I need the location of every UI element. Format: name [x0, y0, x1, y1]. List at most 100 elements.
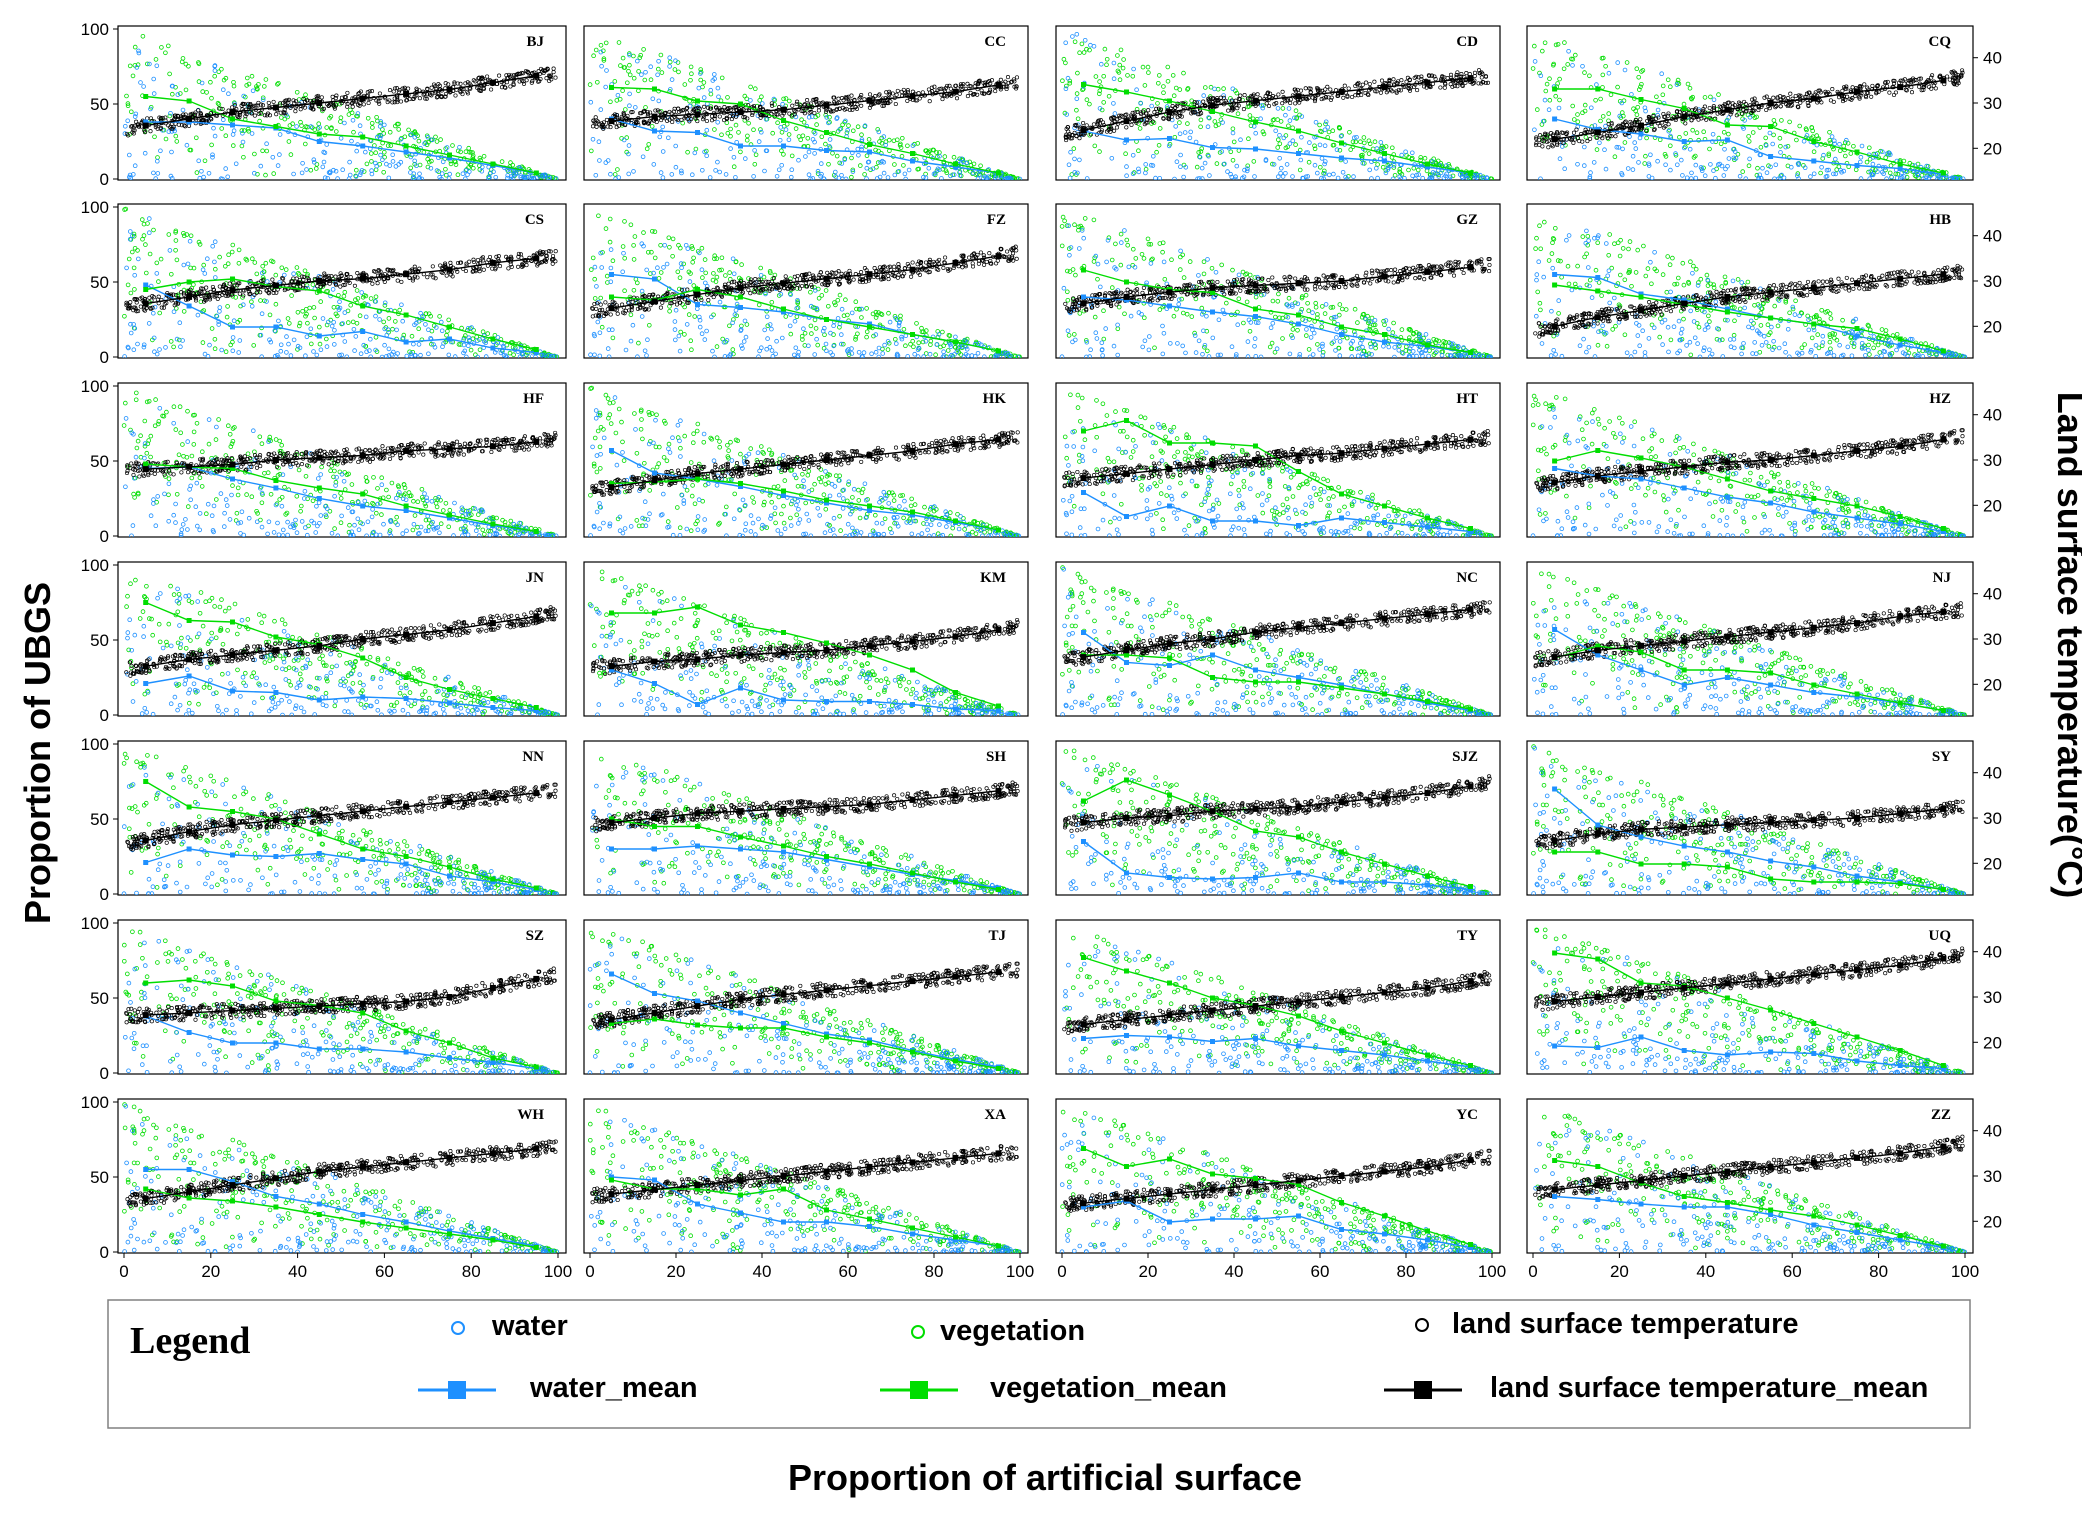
vegetation-point [1777, 135, 1783, 141]
vegetation-point [400, 335, 406, 341]
water-point [359, 168, 365, 173]
vegetation-point [1755, 165, 1760, 171]
lst-point [953, 83, 958, 88]
lst-point [929, 85, 934, 90]
water-point [1615, 60, 1620, 65]
vegetation-point [1555, 81, 1560, 86]
vegetation-point [463, 149, 469, 155]
water-point [812, 151, 817, 156]
lst-point [281, 100, 286, 105]
water-point [155, 158, 160, 164]
water-point [465, 343, 471, 349]
vegetation-point [1260, 129, 1266, 135]
lst-point [1356, 80, 1361, 85]
lst-point [192, 112, 197, 118]
vegetation-point [1322, 168, 1327, 174]
water-point [352, 348, 357, 353]
lst-point [1477, 70, 1483, 75]
vegetation-point [1276, 137, 1281, 143]
water-point [1317, 142, 1323, 148]
lst-point [1223, 98, 1228, 103]
lst-point [1891, 81, 1897, 86]
lst-point [366, 100, 371, 106]
water-point [1742, 118, 1747, 123]
y-tick-label: 0 [100, 170, 109, 189]
vegetation-point [156, 279, 161, 284]
water-point [826, 120, 831, 126]
water-point [1636, 160, 1641, 165]
lst-point [1280, 101, 1285, 106]
lst-point [1780, 95, 1785, 101]
water-point [1335, 175, 1341, 180]
vegetation-point [793, 126, 799, 131]
vegetation-point [209, 326, 215, 331]
water-point [1292, 115, 1297, 121]
lst-point [1831, 99, 1836, 104]
vegetation-point [261, 84, 267, 89]
lst-point [406, 86, 411, 91]
vegetation-point [1203, 85, 1208, 90]
vegetation-point [1446, 162, 1451, 167]
lst-point [1237, 97, 1242, 102]
lst-point [1480, 71, 1485, 76]
water-point [1252, 174, 1257, 179]
water-point [1557, 156, 1563, 162]
water-point [696, 85, 702, 91]
water-point [141, 84, 146, 89]
lst-point [183, 112, 188, 117]
vegetation-point [1826, 151, 1832, 157]
lst-point [1764, 107, 1769, 113]
lst-mean-point [909, 93, 916, 100]
water-mean-point [781, 143, 786, 149]
lst-point [398, 99, 404, 104]
water-point [819, 171, 824, 177]
lst-point [1785, 103, 1790, 109]
water-point [1716, 162, 1721, 167]
vegetation-point [748, 84, 753, 90]
water-mean-point [1382, 158, 1387, 164]
vegetation-point [1718, 141, 1724, 147]
lst-point [345, 104, 350, 109]
vegetation-point [1097, 88, 1103, 94]
lst-point [1158, 107, 1164, 112]
water-point [1629, 92, 1634, 97]
lst-point [1249, 95, 1255, 100]
water-point [1143, 170, 1148, 176]
lst-point [1951, 75, 1956, 80]
vegetation-point [1660, 83, 1666, 89]
vegetation-point [1803, 126, 1809, 131]
vegetation-point [429, 341, 434, 347]
vegetation-point [1385, 162, 1391, 168]
vegetation-point [598, 42, 604, 48]
lst-point [404, 98, 409, 103]
water-point [148, 106, 153, 112]
vegetation-point [1092, 143, 1098, 149]
vegetation-point [1634, 66, 1640, 71]
vegetation-point [230, 242, 236, 248]
vegetation-mean [1552, 86, 1946, 176]
lst-point [780, 113, 785, 118]
lst-point [339, 101, 344, 106]
lst-point [1154, 106, 1159, 111]
lst-point [1416, 75, 1421, 80]
lst-point [160, 115, 165, 120]
water-point [1202, 160, 1208, 166]
lst-point [478, 88, 484, 94]
vegetation-point [1275, 145, 1280, 150]
water-point [1173, 124, 1178, 129]
water-point [1858, 159, 1863, 165]
vegetation-point [1750, 130, 1756, 135]
water-point [1960, 176, 1966, 180]
vegetation-point [215, 100, 221, 106]
vegetation-point [745, 133, 750, 139]
water-point [980, 175, 986, 180]
water-point [951, 172, 957, 178]
vegetation-point [1074, 107, 1079, 113]
lst-point [770, 103, 775, 108]
water-mean [1552, 116, 1946, 177]
water-point [673, 58, 678, 63]
lst-point [443, 94, 448, 99]
water-point [132, 272, 138, 278]
vegetation-point [1165, 64, 1171, 70]
lst-point [523, 68, 529, 74]
